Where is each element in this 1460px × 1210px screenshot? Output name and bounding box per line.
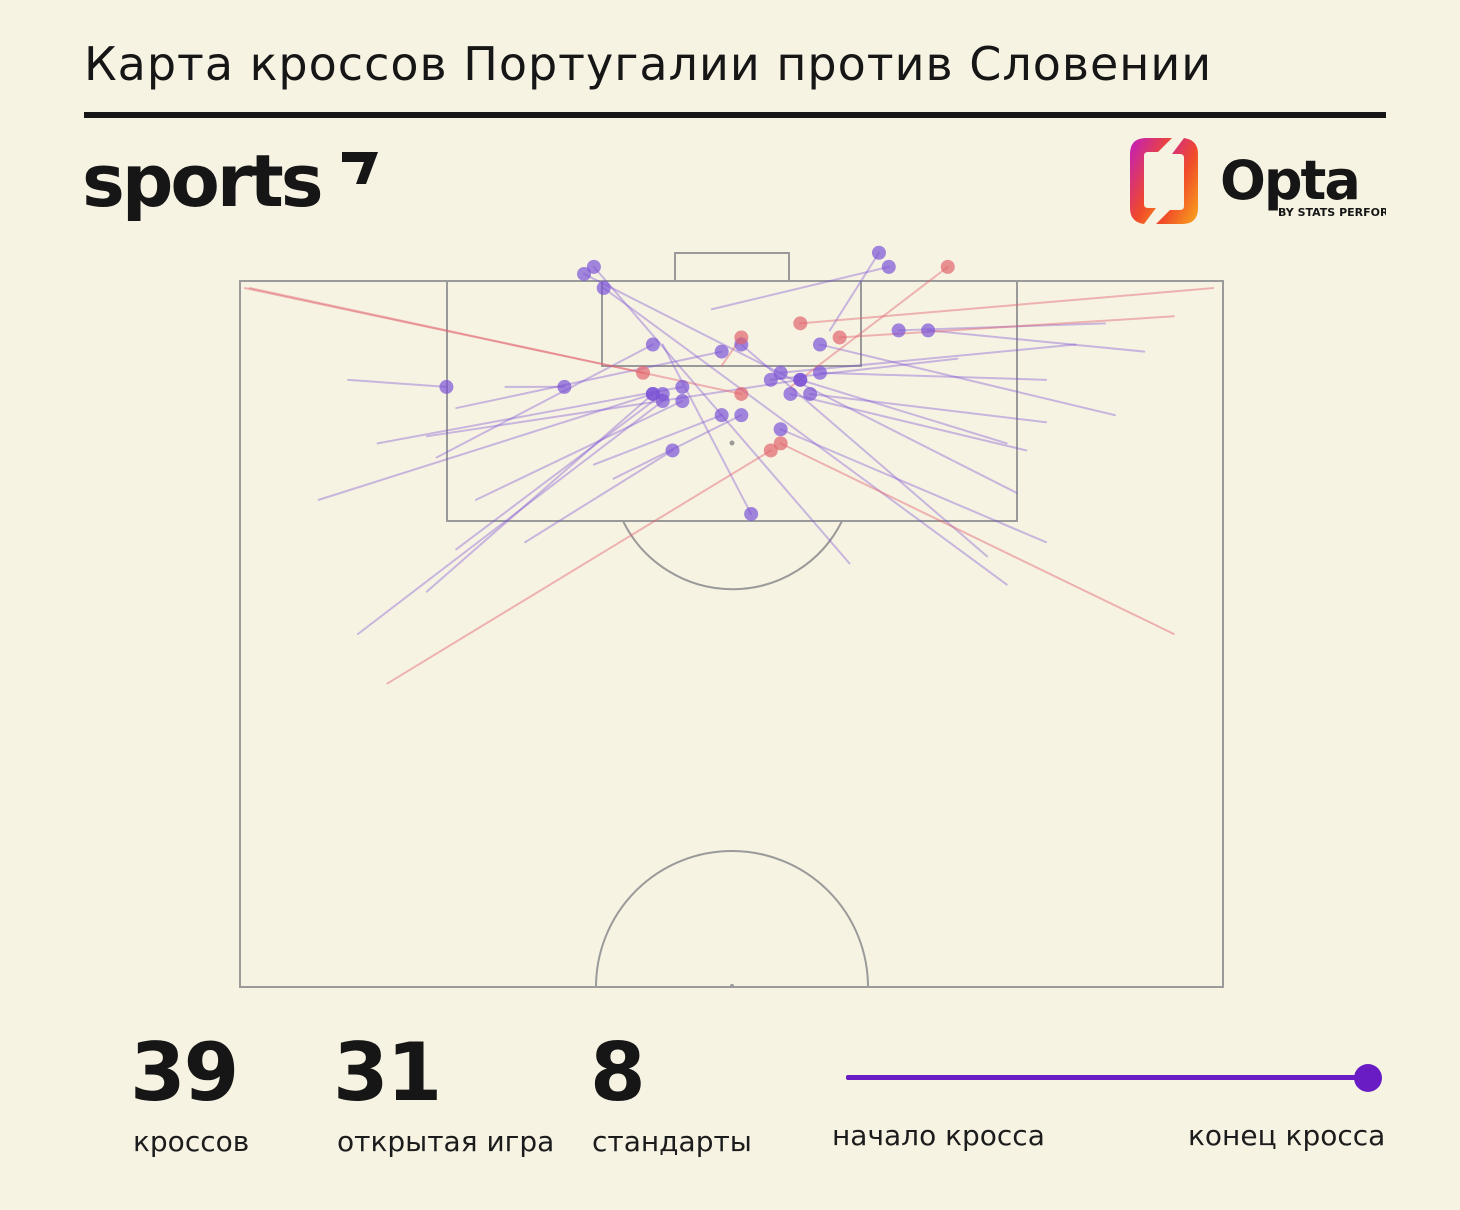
cross-line-7 xyxy=(376,385,684,445)
cross-end-point-36 xyxy=(763,443,778,458)
cross-end-point-37 xyxy=(773,436,788,451)
cross-end-point-1 xyxy=(439,379,454,394)
cross-end-point-34 xyxy=(793,316,808,331)
cross-end-point-24 xyxy=(577,266,592,281)
cross-line-35 xyxy=(838,315,1175,339)
cross-line-23 xyxy=(602,287,1008,586)
cross-end-point-18 xyxy=(812,365,827,380)
cross-end-point-32 xyxy=(636,365,651,380)
stat-total-value: 39 xyxy=(130,1026,239,1119)
cross-end-point-15 xyxy=(793,372,808,387)
cross-line-37 xyxy=(779,442,1175,635)
cross-line-30 xyxy=(710,265,890,311)
cross-end-point-21 xyxy=(773,422,788,437)
stat-total-label: кроссов xyxy=(133,1125,250,1158)
cross-line-32 xyxy=(243,287,645,374)
cross-line-21 xyxy=(779,428,1048,544)
cross-line-9 xyxy=(455,350,723,410)
stat-set-pieces-value: 8 xyxy=(590,1026,646,1119)
cross-line-16 xyxy=(789,392,1028,452)
title-divider xyxy=(84,112,1386,118)
cross-end-point-7 xyxy=(675,379,690,394)
cross-end-point-39 xyxy=(734,330,749,345)
cross-line-36 xyxy=(386,449,772,685)
cross-line-27 xyxy=(927,329,1146,353)
cross-end-point-9 xyxy=(714,344,729,359)
cross-end-point-25 xyxy=(586,259,601,274)
cross-lines xyxy=(243,251,1215,685)
stat-open-play-label: открытая игра xyxy=(337,1125,555,1158)
cross-line-19 xyxy=(809,392,1048,424)
opta-wordmark: Opta xyxy=(1220,149,1361,212)
center-circle-arc xyxy=(595,850,869,988)
cross-end-point-4 xyxy=(645,386,660,401)
cross-line-1 xyxy=(347,378,448,388)
cross-end-point-33 xyxy=(734,386,749,401)
penalty-area xyxy=(446,280,1018,522)
cross-line-29 xyxy=(828,251,880,332)
cross-line-33 xyxy=(248,287,743,395)
cross-end-point-19 xyxy=(803,386,818,401)
cross-endpoints xyxy=(439,245,955,521)
cross-line-6 xyxy=(474,400,684,501)
cross-end-point-23 xyxy=(596,281,611,296)
sports-logo: sports xyxy=(82,139,324,223)
cross-line-4 xyxy=(425,392,654,593)
cross-line-18 xyxy=(818,371,1048,381)
penalty-spot xyxy=(729,440,735,446)
cross-end-point-29 xyxy=(871,245,886,260)
cross-end-point-10 xyxy=(714,408,729,423)
stat-set-pieces-label: стандарты xyxy=(592,1125,752,1158)
cross-end-point-35 xyxy=(832,330,847,345)
legend-start-label: начало кросса xyxy=(832,1119,1045,1152)
cross-end-point-17 xyxy=(773,365,788,380)
cross-line-26 xyxy=(818,343,1116,417)
cross-end-point-13 xyxy=(645,337,660,352)
cross-line-10 xyxy=(592,414,723,466)
cross-line-2 xyxy=(317,392,654,501)
cross-end-point-27 xyxy=(921,323,936,338)
cross-end-point-11 xyxy=(734,408,749,423)
chart-title: Карта кроссов Португалии против Словении xyxy=(84,37,1213,91)
cross-map-pitch xyxy=(239,245,1224,988)
cross-line-22 xyxy=(740,343,989,558)
center-spot xyxy=(730,984,734,988)
stat-open-play-value: 31 xyxy=(333,1026,442,1119)
goal xyxy=(674,252,790,282)
penalty-arc xyxy=(622,520,843,591)
opta-subtitle: BY STATS PERFORM xyxy=(1278,206,1386,219)
cross-end-point-30 xyxy=(881,259,896,274)
cross-end-point-20 xyxy=(763,372,778,387)
cross-end-point-5 xyxy=(655,386,670,401)
cross-line-5 xyxy=(455,392,664,551)
cross-line-31 xyxy=(661,343,753,515)
cross-line-17 xyxy=(779,343,1077,374)
cross-end-point-14 xyxy=(557,379,572,394)
legend-end-dot xyxy=(1354,1064,1382,1092)
cross-line-34 xyxy=(799,287,1215,325)
pitch-markings xyxy=(239,252,1224,988)
legend-end-label: конец кросса xyxy=(1188,1119,1386,1152)
cross-end-point-16 xyxy=(783,386,798,401)
legend-line xyxy=(846,1075,1366,1080)
cross-line-15 xyxy=(799,378,1008,445)
cross-end-point-38 xyxy=(940,259,955,274)
cross-line-3 xyxy=(356,400,664,635)
cross-end-point-31 xyxy=(744,506,759,521)
cross-end-point-28 xyxy=(891,323,906,338)
opta-logo-icon xyxy=(1130,138,1198,224)
cross-end-point-6 xyxy=(675,394,690,409)
cross-end-point-12 xyxy=(665,443,680,458)
cross-line-13 xyxy=(435,343,654,459)
cross-line-12 xyxy=(524,449,674,544)
cross-end-point-26 xyxy=(812,337,827,352)
sports-logo-mark-icon xyxy=(342,152,378,184)
pitch-outline xyxy=(239,280,1224,988)
